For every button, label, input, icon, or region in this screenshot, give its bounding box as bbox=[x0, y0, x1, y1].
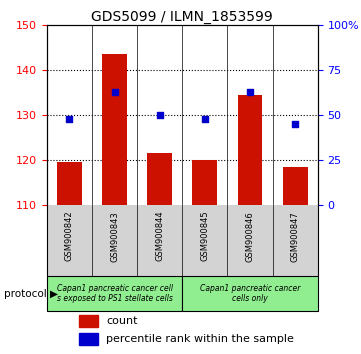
Text: GSM900842: GSM900842 bbox=[65, 211, 74, 262]
Text: GSM900844: GSM900844 bbox=[155, 211, 164, 262]
Text: protocol ▶: protocol ▶ bbox=[4, 289, 58, 299]
Point bbox=[247, 90, 253, 95]
Bar bbox=[192, 160, 217, 205]
Bar bbox=[47, 276, 182, 312]
Text: GSM900846: GSM900846 bbox=[245, 211, 255, 262]
Bar bbox=[79, 333, 98, 345]
Text: GSM900845: GSM900845 bbox=[200, 211, 209, 262]
Point bbox=[202, 117, 208, 122]
Title: GDS5099 / ILMN_1853599: GDS5099 / ILMN_1853599 bbox=[91, 10, 273, 24]
Bar bbox=[182, 276, 318, 312]
Bar bbox=[102, 54, 127, 205]
Text: Capan1 pancreatic cancer
cells only: Capan1 pancreatic cancer cells only bbox=[200, 284, 300, 303]
Text: GSM900847: GSM900847 bbox=[291, 211, 300, 262]
Bar bbox=[147, 153, 172, 205]
Point bbox=[67, 117, 73, 122]
Point bbox=[112, 90, 118, 95]
Bar bbox=[57, 162, 82, 205]
Text: Capan1 pancreatic cancer cell
s exposed to PS1 stellate cells: Capan1 pancreatic cancer cell s exposed … bbox=[57, 284, 173, 303]
Bar bbox=[283, 167, 308, 205]
Bar bbox=[238, 95, 262, 205]
Bar bbox=[79, 315, 98, 327]
Point bbox=[292, 121, 298, 127]
Text: percentile rank within the sample: percentile rank within the sample bbox=[106, 334, 294, 344]
Point bbox=[157, 112, 162, 118]
Text: GSM900843: GSM900843 bbox=[110, 211, 119, 262]
Text: count: count bbox=[106, 316, 138, 326]
